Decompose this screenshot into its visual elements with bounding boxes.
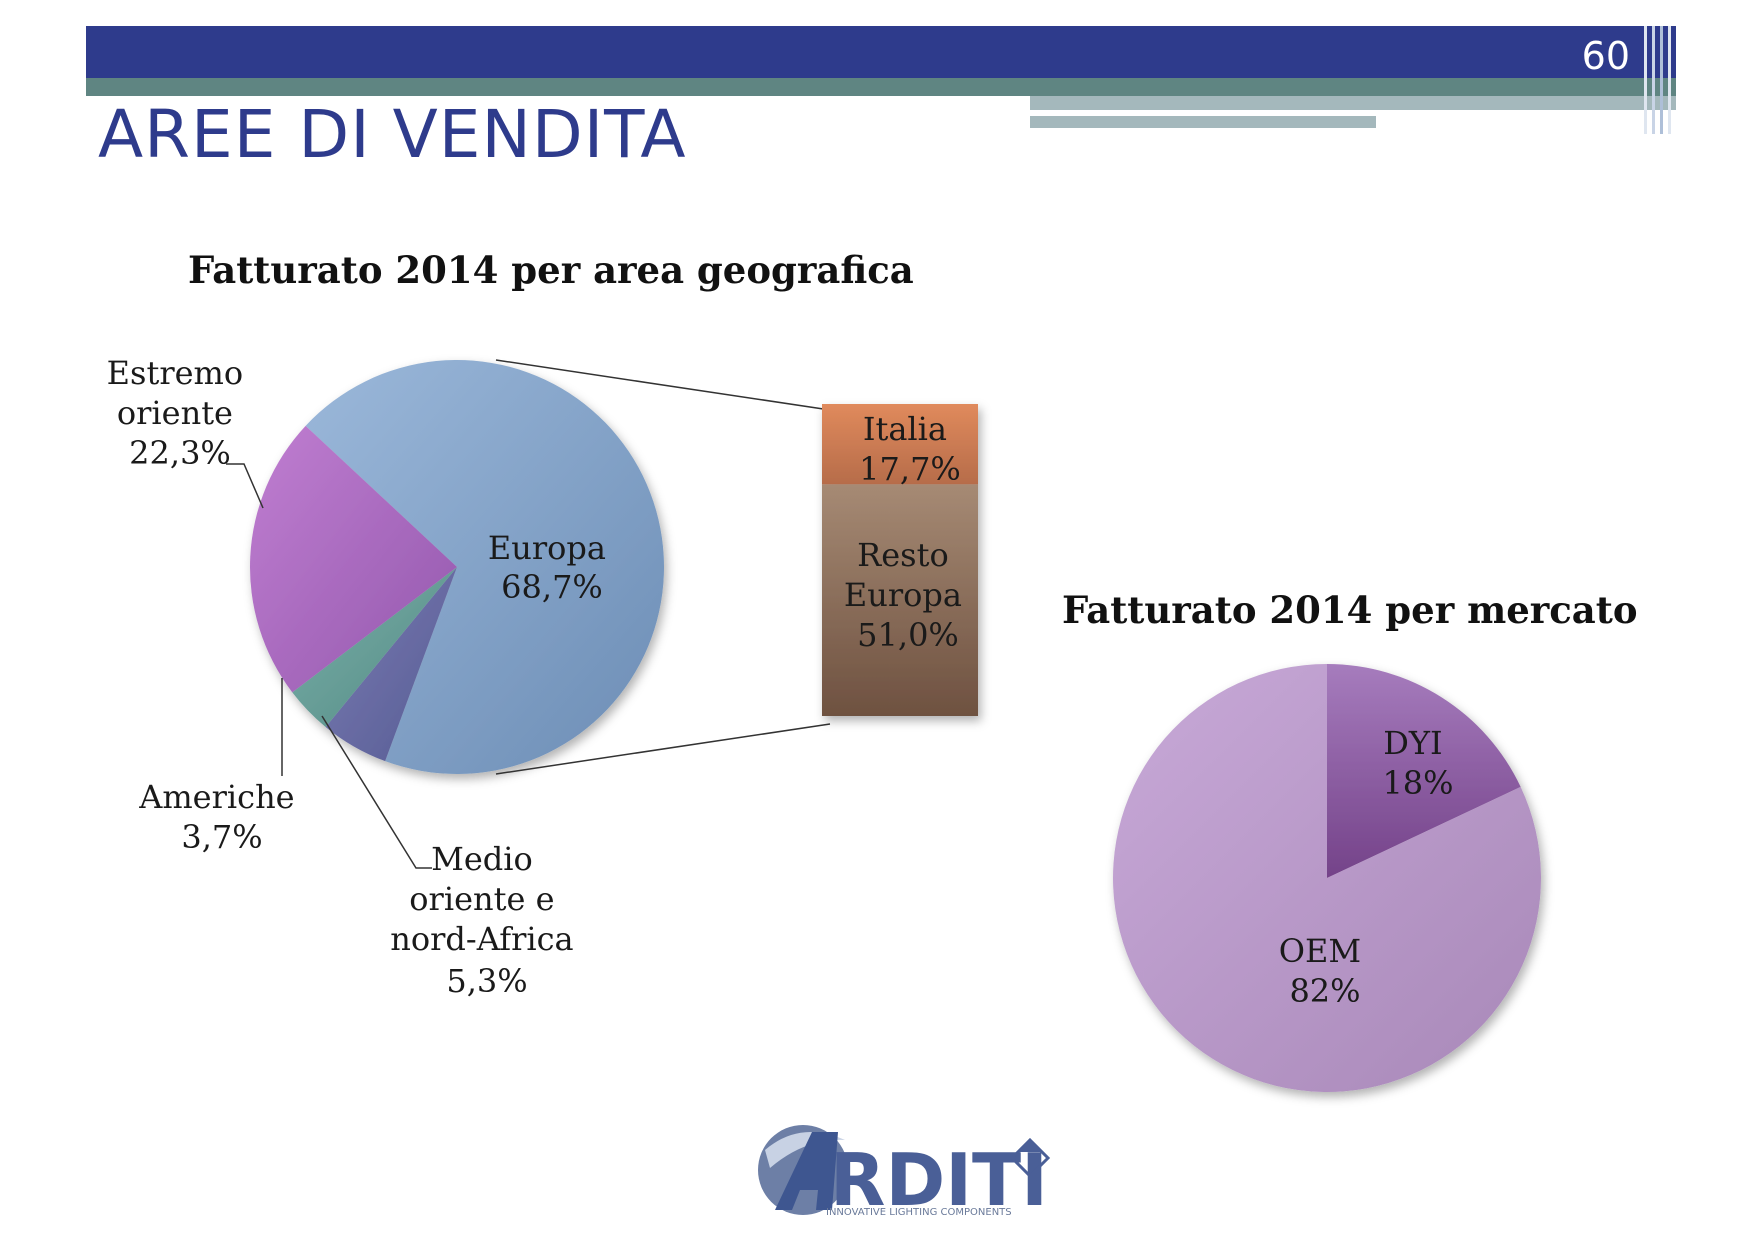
pie1-slice-europa — [305, 359, 664, 774]
pie1-label-medio: Medio oriente e nord-Africa 5,3% — [390, 840, 584, 1000]
header-stripe — [86, 78, 1676, 96]
logo-tagline: INNOVATIVE LIGHTING COMPONENTS — [826, 1207, 1012, 1218]
logo-wordmark: RDITI — [830, 1138, 1048, 1222]
breakout-bar-europa — [822, 404, 978, 716]
pie-geographic — [249, 359, 664, 774]
pie2-slice-dyi — [1327, 664, 1521, 878]
header-bar — [86, 26, 1676, 78]
pie1-slice-americhe — [292, 567, 457, 727]
bar-label-italia: Italia 17,7% — [859, 410, 961, 488]
pie-market — [1113, 664, 1541, 1092]
chart-title-geographic: Fatturato 2014 per area geografica — [188, 248, 914, 292]
pie2-label-oem: OEM 82% — [1279, 932, 1372, 1010]
pie1-label-europa: Europa 68,7% — [488, 529, 616, 606]
pie1-slice-medio-oriente-e-nord-africa — [325, 567, 457, 762]
header-accent-top — [1030, 96, 1676, 110]
header-accent-line — [1030, 111, 1570, 115]
pie1-slice-estremo-oriente — [249, 425, 457, 693]
slide-title: AREE DI VENDITA — [98, 96, 687, 173]
pie1-label-estremo: Estremo oriente 22,3% — [107, 354, 254, 472]
pie2-label-dyi: DYI 18% — [1382, 724, 1453, 802]
chart-title-market: Fatturato 2014 per mercato — [1062, 588, 1638, 632]
leader-line-estremo — [226, 463, 264, 509]
bar-label-resto: Resto Europa 51,0% — [844, 536, 972, 654]
arditi-logo: RDITI INNOVATIVE LIGHTING COMPONENTS — [758, 1125, 1051, 1222]
bar-segment-italia — [822, 404, 978, 485]
pie1-label-americhe: Americhe 3,7% — [138, 778, 305, 856]
header-decorative-bars — [1640, 26, 1680, 134]
breakout-connector-bottom — [495, 723, 831, 775]
breakout-connector-top — [495, 359, 831, 411]
pie2-slice-oem — [1113, 664, 1541, 1092]
header-accent-bottom — [1030, 116, 1376, 128]
page-number: 60 — [1581, 34, 1630, 78]
leader-line-medio — [321, 715, 432, 869]
bar-segment-resto-europa — [822, 484, 978, 716]
